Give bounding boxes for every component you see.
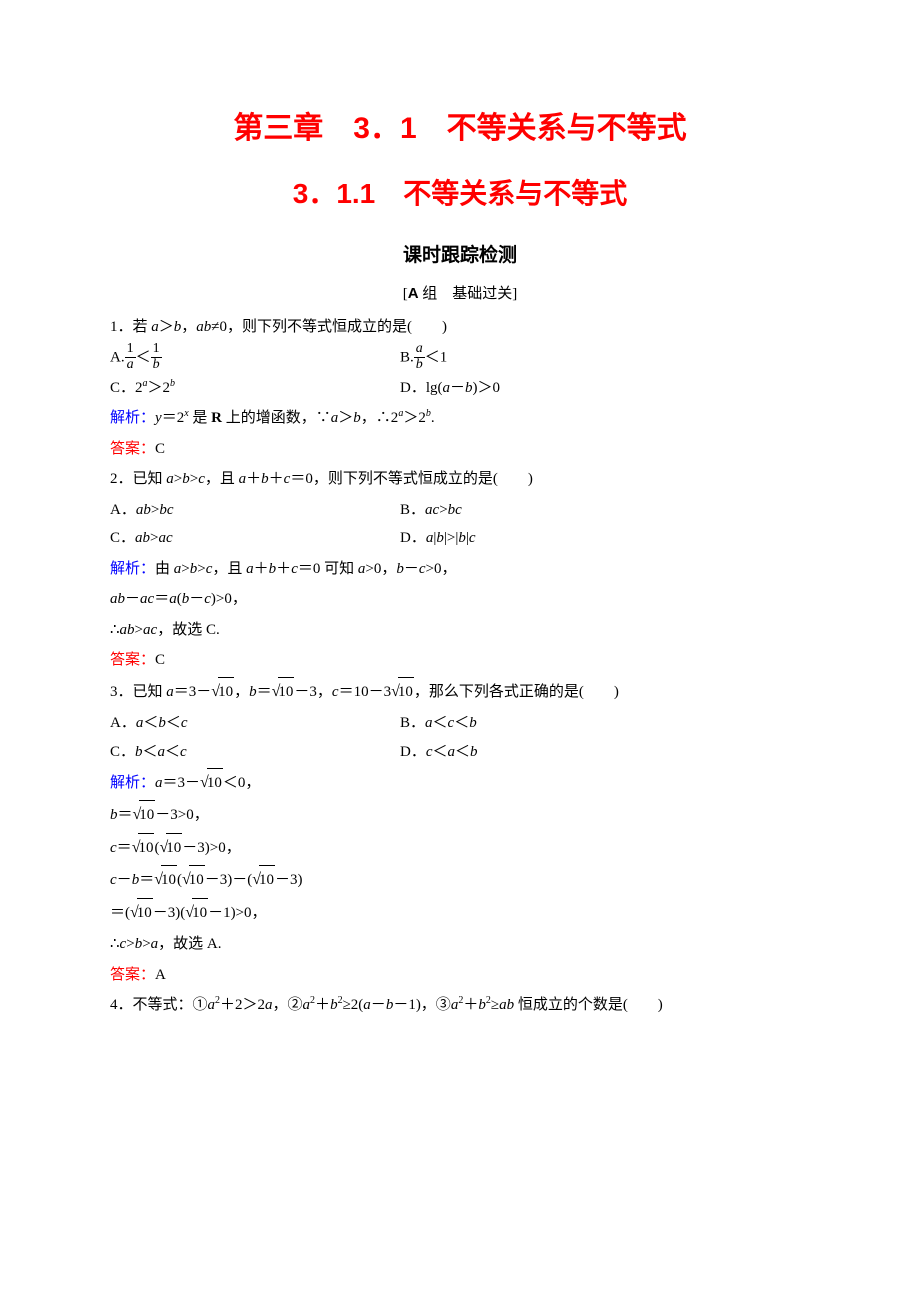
q3-answer: 答案：A <box>110 961 810 990</box>
q1-options-row1: A.1a＜1b B.ab＜1 <box>110 343 810 373</box>
q2-stem: 2．已知 a>b>c，且 a＋b＋c＝0，则下列不等式恒成立的是( ) <box>110 465 810 494</box>
q2-optC: C．ab>ac <box>110 524 400 553</box>
q3-optA: A．a＜b＜c <box>110 709 400 738</box>
q3-options-row1: A．a＜b＜c B．a＜c＜b <box>110 709 810 738</box>
q2-optB: B．ac>bc <box>400 496 462 525</box>
q2-answer: 答案：C <box>110 646 810 675</box>
q3-options-row2: C．b＜a＜c D．c＜a＜b <box>110 738 810 767</box>
q4-stem: 4．不等式：①a2＋2＞2a，②a2＋b2≥2(a－b－1)，③a2＋b2≥ab… <box>110 991 810 1020</box>
q3-analysis-5: ＝(10－3)(10－1)>0， <box>110 898 810 928</box>
q2-options-row2: C．ab>ac D．a|b|>|b|c <box>110 524 810 553</box>
subtitle: 课时跟踪检测 <box>110 238 810 274</box>
q1-analysis: 解析：y＝2x 是 R 上的增函数，∵a＞b，∴2a＞2b. <box>110 404 810 433</box>
q1-optB: B.ab＜1 <box>400 343 447 373</box>
q2-analysis-1: 解析：由 a>b>c，且 a＋b＋c＝0 可知 a>0，b－c>0， <box>110 555 810 584</box>
q2-optD: D．a|b|>|b|c <box>400 524 476 553</box>
q3-analysis-4: c－b＝10(10－3)－(10－3) <box>110 865 810 895</box>
q2-optA: A．ab>bc <box>110 496 400 525</box>
q1-optA: A.1a＜1b <box>110 343 400 373</box>
q3-analysis-6: ∴c>b>a，故选 A. <box>110 930 810 959</box>
q3-optD: D．c＜a＜b <box>400 738 478 767</box>
q2-analysis-3: ∴ab>ac，故选 C. <box>110 616 810 645</box>
q3-analysis-2: b＝10－3>0， <box>110 800 810 830</box>
chapter-title: 第三章 3．1 不等关系与不等式 <box>110 100 810 157</box>
q1-optD: D．lg(a－b)＞0 <box>400 374 500 403</box>
section-title: 3．1.1 不等关系与不等式 <box>110 167 810 220</box>
q1-answer: 答案：C <box>110 435 810 464</box>
q3-optB: B．a＜c＜b <box>400 709 477 738</box>
q1-options-row2: C．2a＞2b D．lg(a－b)＞0 <box>110 374 810 403</box>
q1-optC: C．2a＞2b <box>110 374 400 403</box>
q3-analysis-3: c＝10(10－3)>0， <box>110 833 810 863</box>
q3-optC: C．b＜a＜c <box>110 738 400 767</box>
q2-analysis-2: ab－ac＝a(b－c)>0， <box>110 585 810 614</box>
group-label: [A 组 基础过关] <box>110 280 810 309</box>
q2-options-row1: A．ab>bc B．ac>bc <box>110 496 810 525</box>
q3-analysis-1: 解析：a＝3－10＜0， <box>110 768 810 798</box>
q1-stem: 1．若 a＞b，ab≠0，则下列不等式恒成立的是( ) <box>110 313 810 342</box>
q3-stem: 3．已知 a＝3－10，b＝10－3，c＝10－310，那么下列各式正确的是( … <box>110 677 810 707</box>
